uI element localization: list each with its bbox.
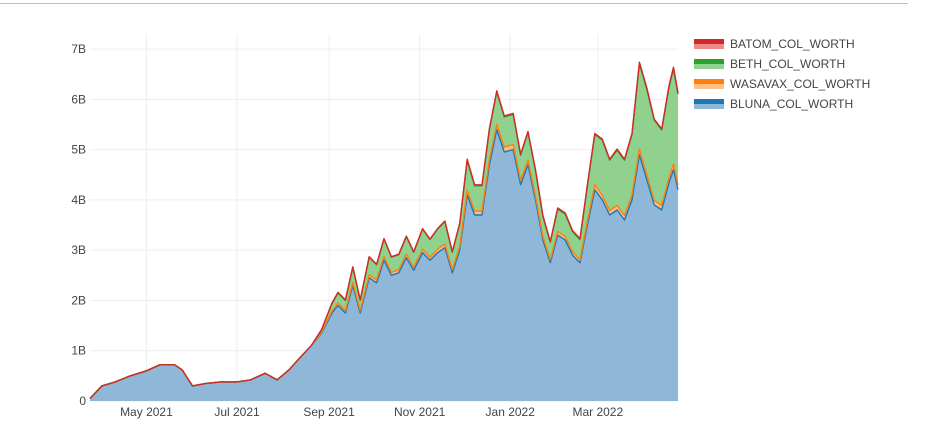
legend-label: BATOM_COL_WORTH — [730, 37, 855, 51]
legend-swatch — [694, 39, 724, 49]
y-tick-label: 5B — [71, 143, 86, 157]
legend-swatch-fill — [694, 84, 724, 89]
legend-swatch-line — [694, 39, 724, 44]
legend-item-batom_col_worth[interactable]: BATOM_COL_WORTH — [694, 34, 870, 54]
x-tick-label: Nov 2021 — [394, 405, 446, 419]
legend-swatch-line — [694, 99, 724, 104]
area-bluna_col_worth — [90, 129, 678, 401]
legend-swatch — [694, 99, 724, 109]
y-tick-label: 7B — [71, 42, 86, 56]
x-tick-label: Jan 2022 — [486, 405, 536, 419]
x-axis-ticks: May 2021 Jul 2021 Sep 2021 Nov 2021 Jan 2022… — [120, 405, 623, 419]
legend-swatch — [694, 79, 724, 89]
legend-item-bluna_col_worth[interactable]: BLUNA_COL_WORTH — [694, 94, 870, 114]
legend-swatch-fill — [694, 64, 724, 69]
legend-swatch-line — [694, 59, 724, 64]
y-tick-label: 6B — [71, 92, 86, 106]
legend-swatch-line — [694, 79, 724, 84]
y-tick-label: 2B — [71, 293, 86, 307]
y-tick-label: 3B — [71, 243, 86, 257]
y-tick-label: 1B — [71, 344, 86, 358]
legend: BATOM_COL_WORTH BETH_COL_WORTH WASAVAX_COL… — [694, 34, 870, 114]
legend-swatch — [694, 59, 724, 69]
legend-label: BETH_COL_WORTH — [730, 57, 846, 71]
area-beth_col_worth — [90, 63, 678, 399]
x-tick-label: Jul 2021 — [214, 405, 260, 419]
top-divider — [0, 3, 908, 4]
y-tick-label: 4B — [71, 193, 86, 207]
line-batom_col_worth — [89, 61, 679, 399]
legend-swatch-fill — [694, 104, 724, 109]
x-tick-label: May 2021 — [120, 405, 173, 419]
area-layers — [90, 62, 678, 401]
y-tick-label: 0 — [79, 394, 86, 408]
y-axis-ticks: 0 1B 2B 3B 4B 5B 6B 7B — [71, 42, 86, 408]
series-lines — [89, 61, 679, 399]
legend-swatch-fill — [694, 44, 724, 49]
legend-item-beth_col_worth[interactable]: BETH_COL_WORTH — [694, 54, 870, 74]
legend-item-wasavax_col_worth[interactable]: WASAVAX_COL_WORTH — [694, 74, 870, 94]
legend-label: BLUNA_COL_WORTH — [730, 97, 854, 111]
legend-label: WASAVAX_COL_WORTH — [730, 77, 871, 91]
x-tick-label: Mar 2022 — [572, 405, 623, 419]
x-tick-label: Sep 2021 — [303, 405, 355, 419]
